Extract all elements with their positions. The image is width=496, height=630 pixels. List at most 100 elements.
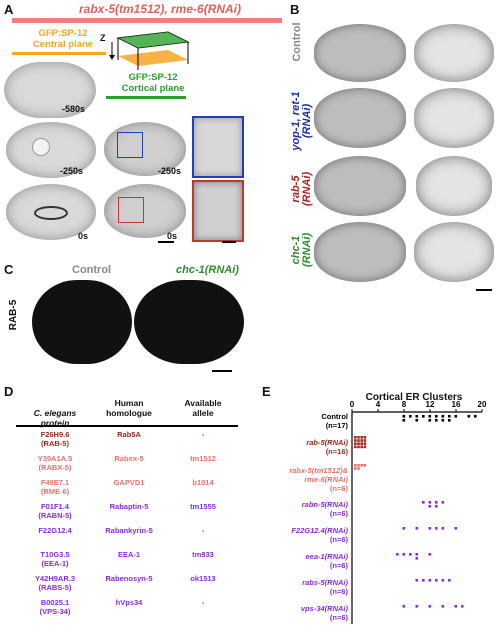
data-point <box>428 605 432 608</box>
data-point <box>354 436 357 439</box>
data-point <box>428 527 432 530</box>
group-label: eea-1(RNAi) (n=6) <box>248 552 348 570</box>
data-point <box>435 415 438 418</box>
x-tick-label: 8 <box>402 400 407 409</box>
group-label: vps-34(RNAi) (n=6) <box>248 604 348 622</box>
x-tick-label: 16 <box>452 400 461 409</box>
data-point <box>448 415 451 418</box>
scale-bar-c <box>212 370 232 372</box>
zoom-scale-bar <box>222 241 236 243</box>
data-point <box>396 553 399 556</box>
panel-e-label: E <box>262 384 271 399</box>
data-point <box>363 464 367 467</box>
data-point <box>363 442 367 445</box>
data-point <box>428 553 432 556</box>
panel-a-label: A <box>4 2 14 17</box>
group-name: Control <box>321 412 348 421</box>
data-point <box>448 419 451 422</box>
data-point <box>357 439 360 442</box>
data-point <box>415 553 419 556</box>
group-n: (n=6) <box>329 587 348 596</box>
header-protein-text: C. elegans protein <box>33 408 77 428</box>
zoom-box-blue <box>117 132 143 158</box>
group-name: vps-34(RNAi) <box>300 604 348 613</box>
z-axis-label: Z <box>100 33 106 43</box>
data-point <box>360 442 363 445</box>
spindle-icon <box>34 206 68 220</box>
data-point <box>428 505 432 508</box>
data-point <box>357 442 360 445</box>
cortical-plane-underline <box>106 96 186 99</box>
table-cell-protein: F26H9.6 (RAB-5) <box>40 430 70 448</box>
group-name: F22G12.4(RNAi) <box>291 526 348 535</box>
table-cell-allele: tm1555 <box>190 502 216 511</box>
data-point <box>354 467 357 470</box>
dic-yop1 <box>314 88 406 148</box>
time-label: -250s <box>60 166 84 176</box>
data-point <box>441 415 445 418</box>
time-label: -250s <box>158 166 182 176</box>
group-label: rabn-5(RNAi) (n=6) <box>248 500 348 518</box>
data-point <box>441 419 445 422</box>
data-point <box>360 445 363 449</box>
group-n: (n=16) <box>325 447 348 456</box>
table-cell-protein: Y39A1A.5 (RABX-5) <box>37 454 73 472</box>
data-point <box>360 464 363 467</box>
zoom-box-red <box>118 197 144 223</box>
table-cell-protein: F49E7.1 (RME-6) <box>40 478 70 496</box>
data-point <box>415 419 419 422</box>
data-point <box>409 415 412 418</box>
group-label: Control (n=17) <box>248 412 348 430</box>
zoom-panel-blue <box>192 116 244 178</box>
data-point <box>402 527 406 530</box>
condition-bar <box>12 18 282 23</box>
col-label-control: Control <box>72 264 112 276</box>
header-homologue: Human homologue <box>106 398 152 418</box>
dic-rab5 <box>314 156 406 216</box>
data-point <box>454 527 458 530</box>
data-point <box>422 579 425 582</box>
panel-c-label: C <box>4 262 14 277</box>
data-point <box>409 553 412 556</box>
er-control <box>414 24 494 82</box>
cortical-plane-label: GFP:SP-12 Cortical plane <box>121 72 185 94</box>
plane-schematic <box>109 31 190 70</box>
x-tick-label: 0 <box>350 400 355 409</box>
scale-bar <box>158 241 174 243</box>
table-cell-allele: b1014 <box>192 478 214 487</box>
table-cell-homologue: EEA-1 <box>117 550 141 559</box>
group-label: rabs-5(RNAi) (n=6) <box>248 578 348 596</box>
data-point <box>474 415 477 418</box>
data-point <box>360 436 363 439</box>
table-cell-homologue: Rabankyrin-5 <box>105 526 153 535</box>
data-point <box>402 419 406 422</box>
group-label: rab-5(RNAi) (n=16) <box>248 438 348 456</box>
scale-bar-b <box>476 289 492 291</box>
panel-b-label: B <box>290 2 300 17</box>
panel-d-label: D <box>4 384 14 399</box>
central-embryo-580s <box>4 62 96 118</box>
data-point <box>435 579 438 582</box>
er-chc1 <box>414 222 494 282</box>
data-point <box>415 415 419 418</box>
data-point <box>435 527 438 530</box>
data-point <box>402 553 406 556</box>
rab5-chc1-image <box>134 280 244 364</box>
group-n: (n=17) <box>325 421 348 430</box>
data-point <box>363 436 367 439</box>
data-point <box>435 501 438 504</box>
table-cell-homologue: Rabenosyn-5 <box>105 574 153 583</box>
group-n: (n=6) <box>329 509 348 518</box>
table-cell-allele: - <box>201 526 205 535</box>
data-point <box>467 415 471 418</box>
data-point <box>415 605 419 608</box>
table-cell-homologue: GAPVD1 <box>113 478 145 487</box>
time-label: 0s <box>78 231 89 241</box>
table-cell-homologue: hVps34 <box>115 598 143 607</box>
data-point <box>428 415 432 418</box>
group-label: F22G12.4(RNAi) (n=6) <box>248 526 348 544</box>
data-point <box>435 419 438 422</box>
data-point <box>428 501 432 504</box>
col-label-chc1: chc-1(RNAi) <box>176 264 239 276</box>
